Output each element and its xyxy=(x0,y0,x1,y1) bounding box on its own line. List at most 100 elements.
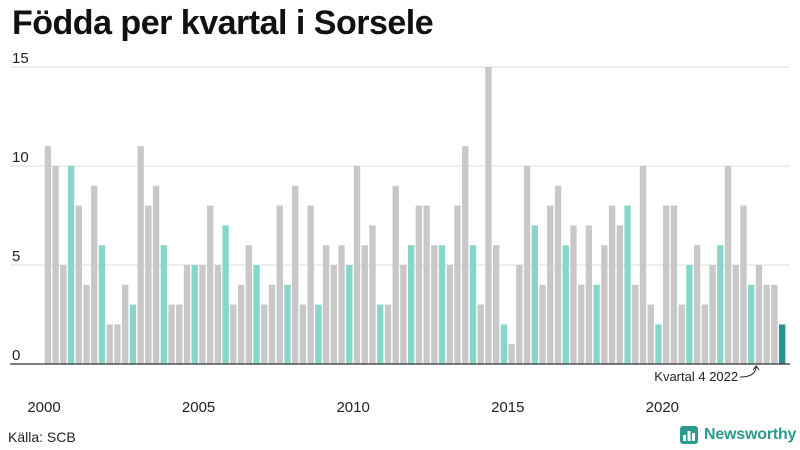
bar xyxy=(91,185,98,364)
bar xyxy=(207,205,214,364)
bar xyxy=(400,265,407,364)
bar xyxy=(469,245,477,364)
bar xyxy=(276,205,283,364)
x-tick-label: 2015 xyxy=(491,399,524,416)
brand-name: Newsworthy xyxy=(704,426,797,443)
bar xyxy=(485,67,492,364)
bar xyxy=(322,245,330,364)
bar xyxy=(701,304,709,364)
bar xyxy=(732,265,739,364)
bar xyxy=(214,265,222,364)
bar xyxy=(431,245,438,364)
bar xyxy=(655,324,662,364)
bar xyxy=(670,205,678,364)
bar xyxy=(686,265,693,364)
bar xyxy=(268,284,276,364)
bar xyxy=(624,205,631,364)
bar xyxy=(570,225,577,364)
bar xyxy=(114,324,121,364)
x-tick-label: 2010 xyxy=(336,399,369,416)
bar xyxy=(593,284,600,364)
bar xyxy=(137,146,144,364)
bar xyxy=(678,304,685,364)
bar xyxy=(663,205,670,364)
bar xyxy=(237,284,245,364)
bar xyxy=(346,265,353,364)
bar xyxy=(578,284,585,364)
bar xyxy=(315,304,322,364)
bar xyxy=(547,205,554,364)
y-tick-label: 5 xyxy=(12,248,20,265)
bar xyxy=(709,265,716,364)
bar xyxy=(160,245,167,364)
bar xyxy=(145,205,152,364)
bar xyxy=(98,245,106,364)
bar xyxy=(748,284,755,364)
bar xyxy=(462,146,469,364)
bar xyxy=(245,245,252,364)
bar xyxy=(755,265,763,364)
bar xyxy=(253,265,260,364)
bar xyxy=(75,205,82,364)
source-note: Källa: SCB xyxy=(8,429,76,445)
bar xyxy=(106,324,113,364)
newsworthy-logo-icon xyxy=(680,426,698,444)
bar xyxy=(191,265,198,364)
bar xyxy=(44,146,52,364)
brand-logo: Newsworthy xyxy=(680,426,796,444)
bar xyxy=(724,166,732,364)
bar xyxy=(500,324,508,364)
bar xyxy=(608,205,616,364)
bar xyxy=(284,284,291,364)
bar xyxy=(554,185,562,364)
bar xyxy=(492,245,500,364)
annotation-arrow xyxy=(740,365,760,378)
bar xyxy=(361,245,368,364)
bar xyxy=(693,245,701,364)
bar xyxy=(369,225,376,364)
latest-annotation: Kvartal 4 2022 xyxy=(654,369,738,384)
bar xyxy=(261,304,268,364)
bar xyxy=(183,265,191,364)
bar xyxy=(562,245,569,364)
y-axis-ticks: 0 5 10 15 xyxy=(12,50,29,364)
bar xyxy=(330,265,338,364)
bar xyxy=(717,245,724,364)
bar xyxy=(52,166,59,364)
bar xyxy=(632,284,639,364)
bar xyxy=(531,225,538,364)
bar xyxy=(508,344,515,364)
x-tick-label: 2020 xyxy=(646,399,679,416)
bar xyxy=(523,166,531,364)
y-tick-label: 15 xyxy=(12,50,29,67)
bar xyxy=(616,225,623,364)
bar xyxy=(338,245,345,364)
bar xyxy=(516,265,523,364)
bar xyxy=(222,225,229,364)
bar xyxy=(176,304,183,364)
bar xyxy=(384,304,392,364)
bar xyxy=(121,284,129,364)
bar xyxy=(639,166,647,364)
bar xyxy=(199,265,206,364)
bar xyxy=(647,304,654,364)
bar xyxy=(601,245,608,364)
bar xyxy=(438,245,446,364)
bar xyxy=(423,205,430,364)
bar xyxy=(771,284,778,364)
bar xyxy=(740,205,747,364)
bar xyxy=(477,304,484,364)
x-tick-label: 2000 xyxy=(27,399,60,416)
bar xyxy=(392,185,399,364)
x-tick-label: 2005 xyxy=(182,399,215,416)
bar xyxy=(377,304,384,364)
bar xyxy=(299,304,307,364)
bar xyxy=(292,185,299,364)
bar xyxy=(454,205,461,364)
bars xyxy=(44,67,786,364)
bar xyxy=(539,284,546,364)
bar xyxy=(60,265,67,364)
x-axis-ticks: 2000 2005 2010 2015 2020 xyxy=(27,399,679,416)
bar xyxy=(129,304,137,364)
